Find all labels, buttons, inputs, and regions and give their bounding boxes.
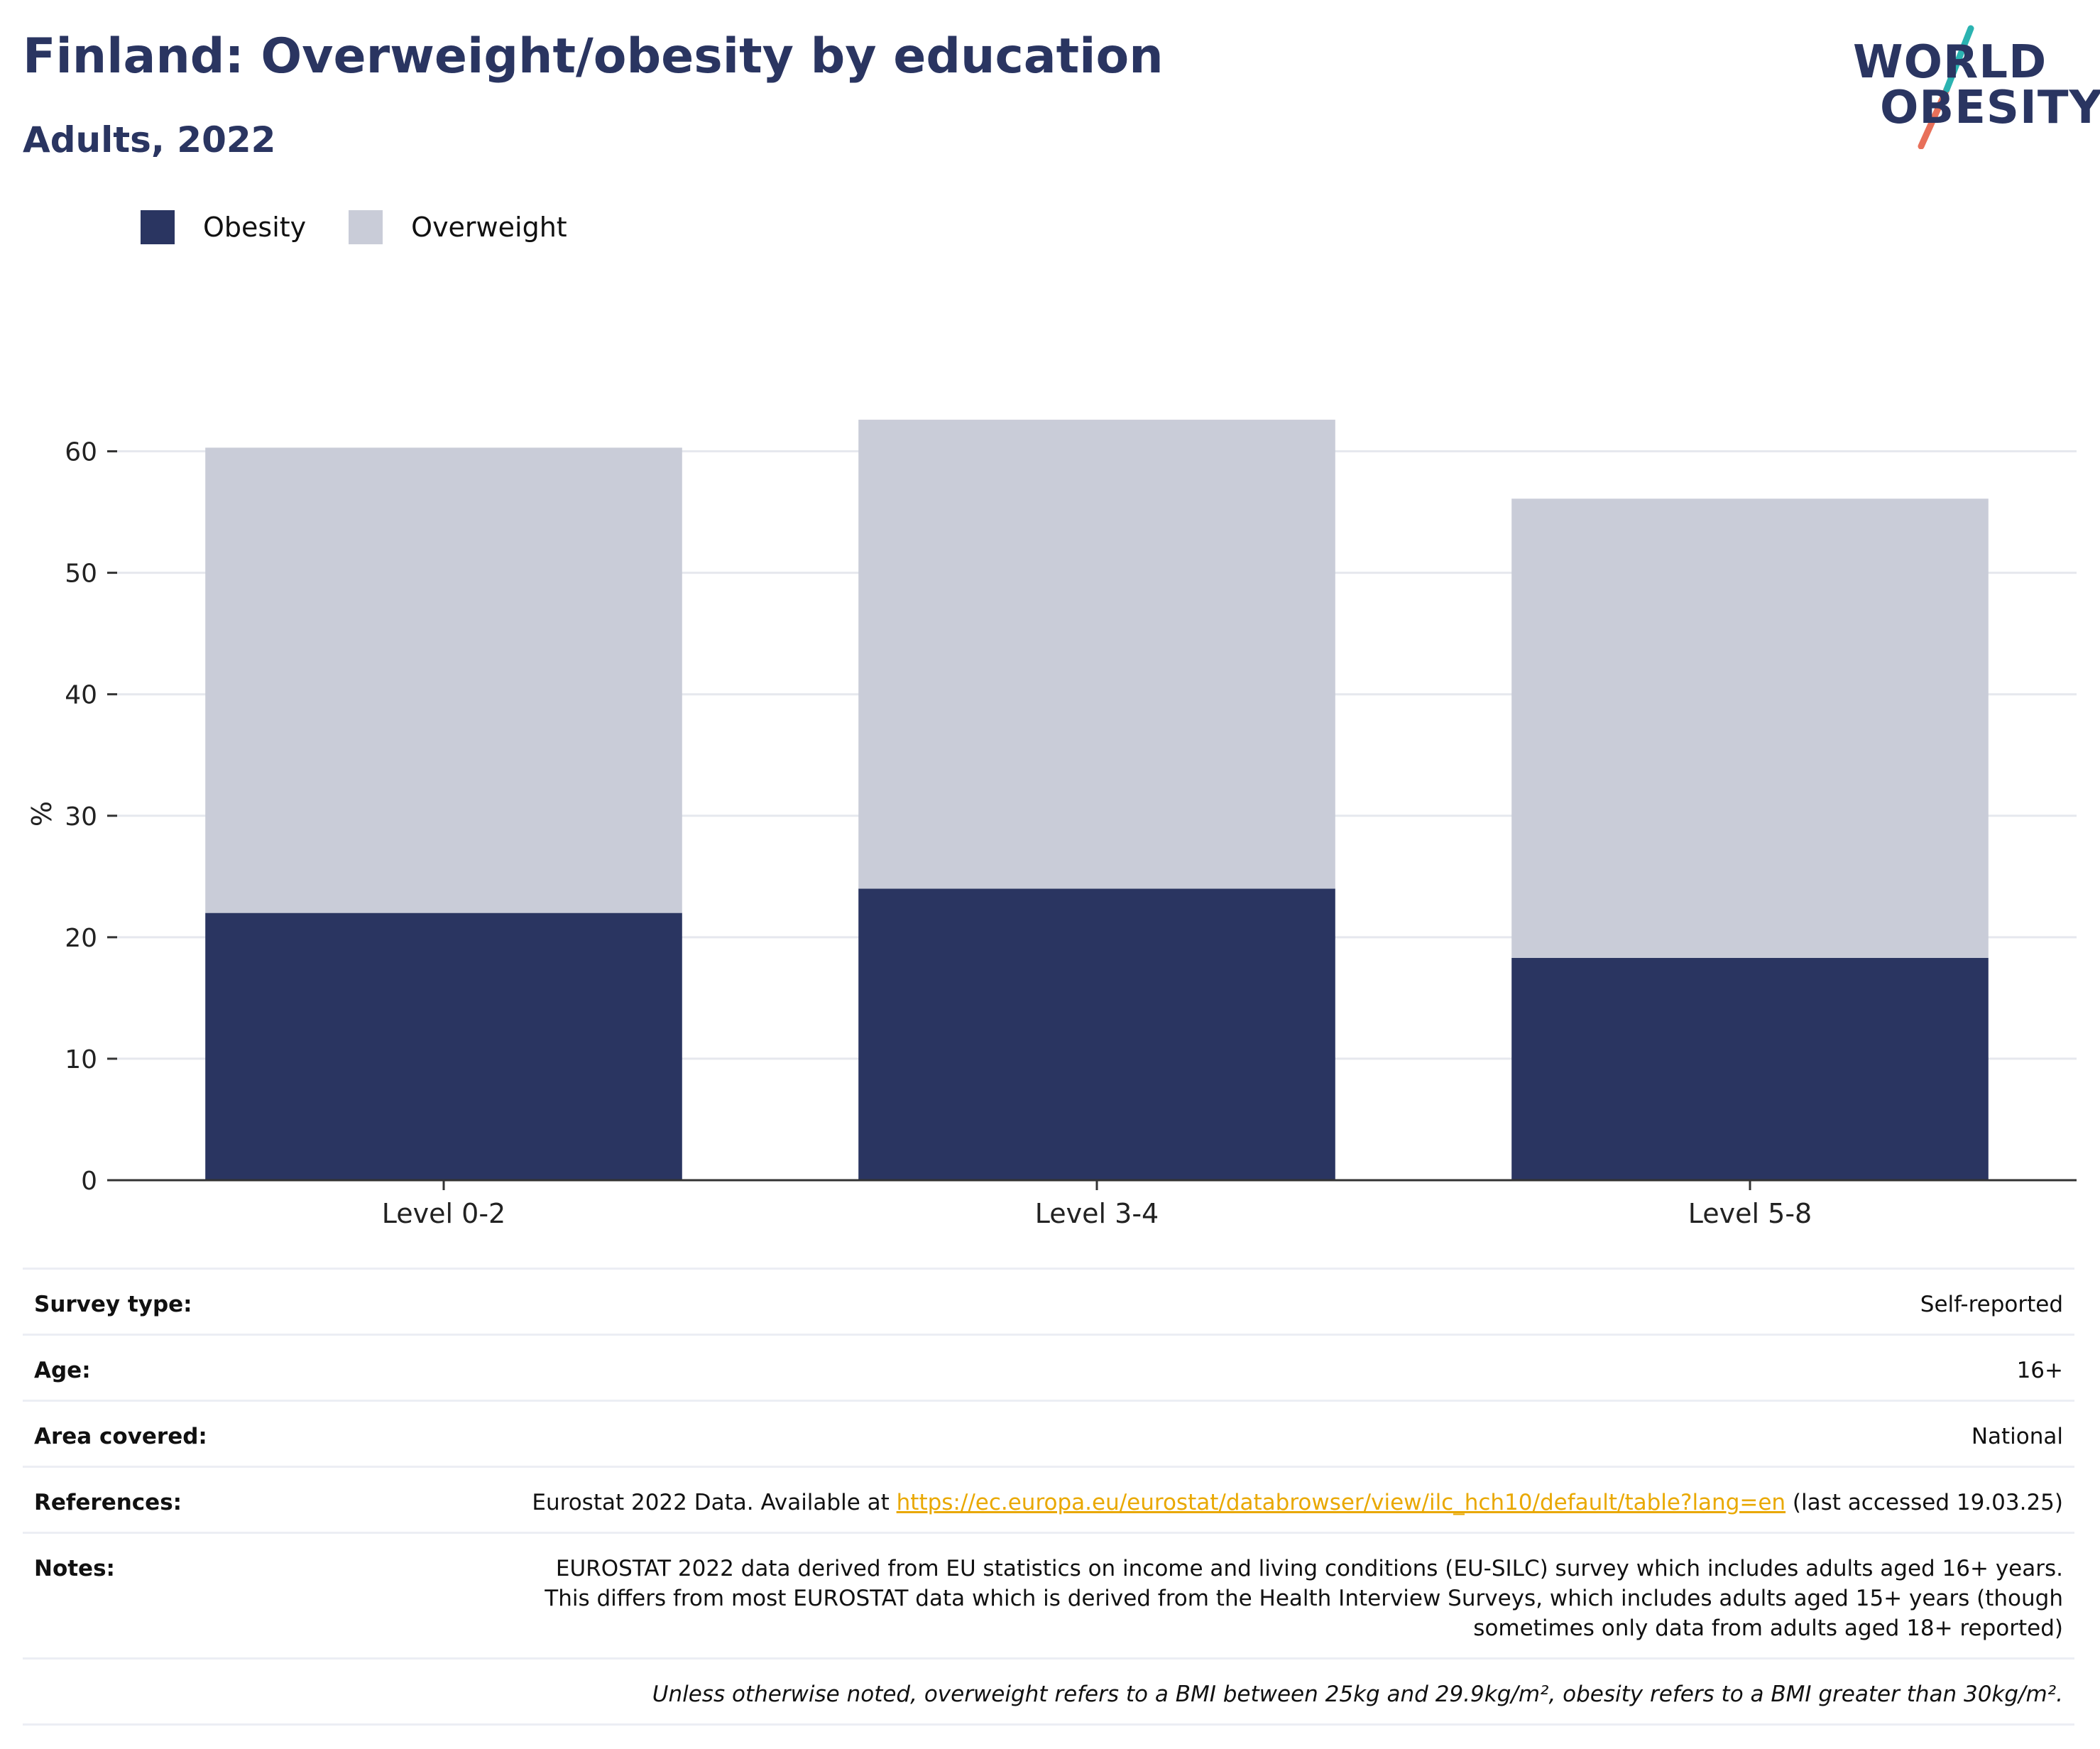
meta-value: Eurostat 2022 Data. Available at https:/… [532,1488,2063,1518]
x-tick-label: Level 3-4 [1035,1198,1159,1229]
legend-item-obesity[interactable]: Obesity [141,210,306,244]
meta-label: Age: [34,1358,91,1383]
meta-row-notes: Notes: EUROSTAT 2022 data derived from E… [23,1532,2074,1657]
meta-value: 16+ [2016,1358,2063,1383]
y-tick-label: 50 [65,560,97,589]
bar-overweight-3[interactable] [1511,498,1989,958]
bar-overweight-2[interactable] [858,420,1335,889]
y-tick-label: 40 [65,681,97,710]
meta-value: National [1971,1424,2063,1449]
meta-row-references: References: Eurostat 2022 Data. Availabl… [23,1466,2074,1532]
legend-swatch-obesity [141,210,175,244]
chart-subtitle: Adults, 2022 [23,119,276,160]
x-tick-label: Level 0-2 [382,1198,505,1229]
reference-suffix: (last accessed 19.03.25) [1785,1490,2063,1515]
logo-word-world: WORLD [1853,36,2047,89]
axes: 0 10 20 30 40 50 60% Level 0-2 Level 3-4 Level 5-… [26,438,2077,1229]
legend-swatch-overweight [349,210,383,244]
legend-label-overweight: Overweight [411,212,567,243]
y-tick-label: 10 [65,1045,97,1074]
bar-overweight-1[interactable] [205,447,682,913]
y-tick-label: 30 [65,802,97,832]
meta-label: Notes: [34,1556,115,1581]
reference-prefix: Eurostat 2022 Data. Available at [532,1490,897,1515]
logo-word-obesity: OBESITY [1880,82,2100,134]
meta-row-survey-type: Survey type: Self-reported [23,1268,2074,1334]
chart-legend: Obesity Overweight [141,210,610,244]
y-tick-label: 0 [81,1167,97,1196]
meta-label: Survey type: [34,1292,192,1317]
meta-row-area: Area covered: National [23,1400,2074,1466]
meta-value: EUROSTAT 2022 data derived from EU stati… [545,1556,2063,1641]
logo-slash-icon [1918,25,1974,149]
y-tick-label: 60 [65,438,97,467]
y-axis-label: % [26,801,58,827]
meta-row-age: Age: 16+ [23,1334,2074,1400]
meta-label: References: [34,1490,182,1515]
y-tick-label: 20 [65,924,97,953]
bar-obesity-1[interactable] [205,912,682,1180]
bar-obesity-3[interactable] [1511,957,1989,1180]
reference-link[interactable]: https://ec.europa.eu/eurostat/databrowse… [896,1490,1786,1515]
meta-row-footnote: Unless otherwise noted, overweight refer… [23,1657,2074,1726]
legend-item-overweight[interactable]: Overweight [349,210,567,244]
stacked-bar-chart: 0 10 20 30 40 50 60% Level 0-2 Level 3-4 Level 5-… [26,420,2077,1229]
meta-label: Area covered: [34,1424,207,1449]
world-obesity-logo: WORLD OBESITY [1853,21,2100,149]
bar-obesity-2[interactable] [858,888,1335,1180]
x-tick-label: Level 5-8 [1688,1198,1812,1229]
legend-label-obesity: Obesity [203,212,307,243]
bars [205,420,1989,1180]
metadata-table: Survey type: Self-reported Age: 16+ Area… [23,1268,2074,1726]
bmi-footnote: Unless otherwise noted, overweight refer… [652,1682,2063,1707]
chart-title: Finland: Overweight/obesity by education [23,28,1164,85]
meta-value: Self-reported [1920,1292,2063,1317]
